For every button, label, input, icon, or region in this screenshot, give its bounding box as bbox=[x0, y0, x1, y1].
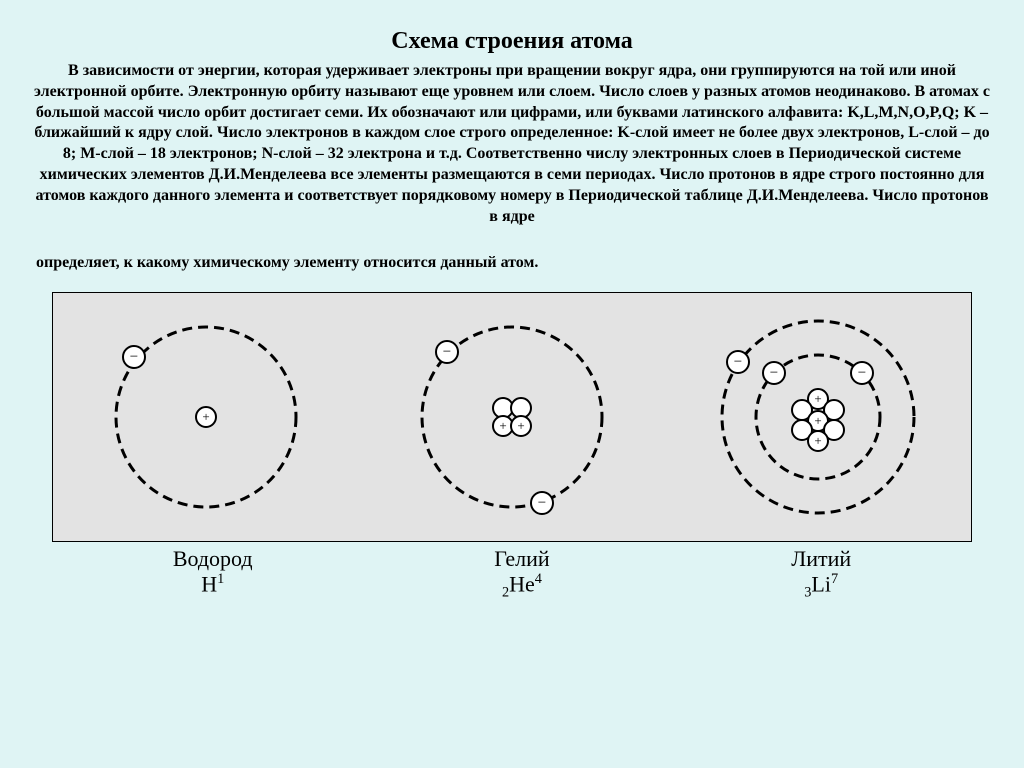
atom-labels-row: ВодородH1 Гелий2He4 Литий3Li7 bbox=[52, 546, 972, 601]
electron-sign: − bbox=[770, 365, 778, 381]
atom-h: +− bbox=[76, 302, 336, 532]
electron-sign: − bbox=[130, 349, 138, 365]
proton-sign: + bbox=[517, 418, 524, 433]
proton-sign: + bbox=[814, 391, 821, 406]
proton-sign: + bbox=[202, 409, 209, 424]
atom-li: + + + − − − bbox=[688, 302, 948, 532]
atom-symbol: 2He4 bbox=[494, 571, 549, 601]
page-title: Схема строения атома bbox=[32, 28, 992, 55]
atom-name: Литий bbox=[791, 546, 851, 571]
electron-sign: − bbox=[443, 344, 451, 360]
atom-label: ВодородH1 bbox=[173, 546, 253, 601]
proton-sign: + bbox=[814, 413, 821, 428]
atom-diagram: +−++−−+++−−− bbox=[52, 292, 972, 542]
paragraph-2: определяет, к какому химическому элемент… bbox=[32, 253, 992, 274]
atom-name: Гелий bbox=[494, 546, 549, 571]
atom-label: Гелий2He4 bbox=[494, 546, 549, 601]
electron-sign: − bbox=[538, 495, 546, 511]
atom-name: Водород bbox=[173, 546, 253, 571]
electron-sign: − bbox=[734, 354, 742, 370]
proton-sign: + bbox=[814, 433, 821, 448]
electron-sign: − bbox=[858, 365, 866, 381]
atom-symbol: H1 bbox=[173, 571, 253, 597]
proton-sign: + bbox=[499, 418, 506, 433]
atom-symbol: 3Li7 bbox=[791, 571, 851, 601]
atom-he: + + − − bbox=[382, 302, 642, 532]
body-text: В зависимости от энергии, которая удержи… bbox=[32, 61, 992, 274]
paragraph-1: В зависимости от энергии, которая удержи… bbox=[34, 62, 990, 225]
atom-label: Литий3Li7 bbox=[791, 546, 851, 601]
